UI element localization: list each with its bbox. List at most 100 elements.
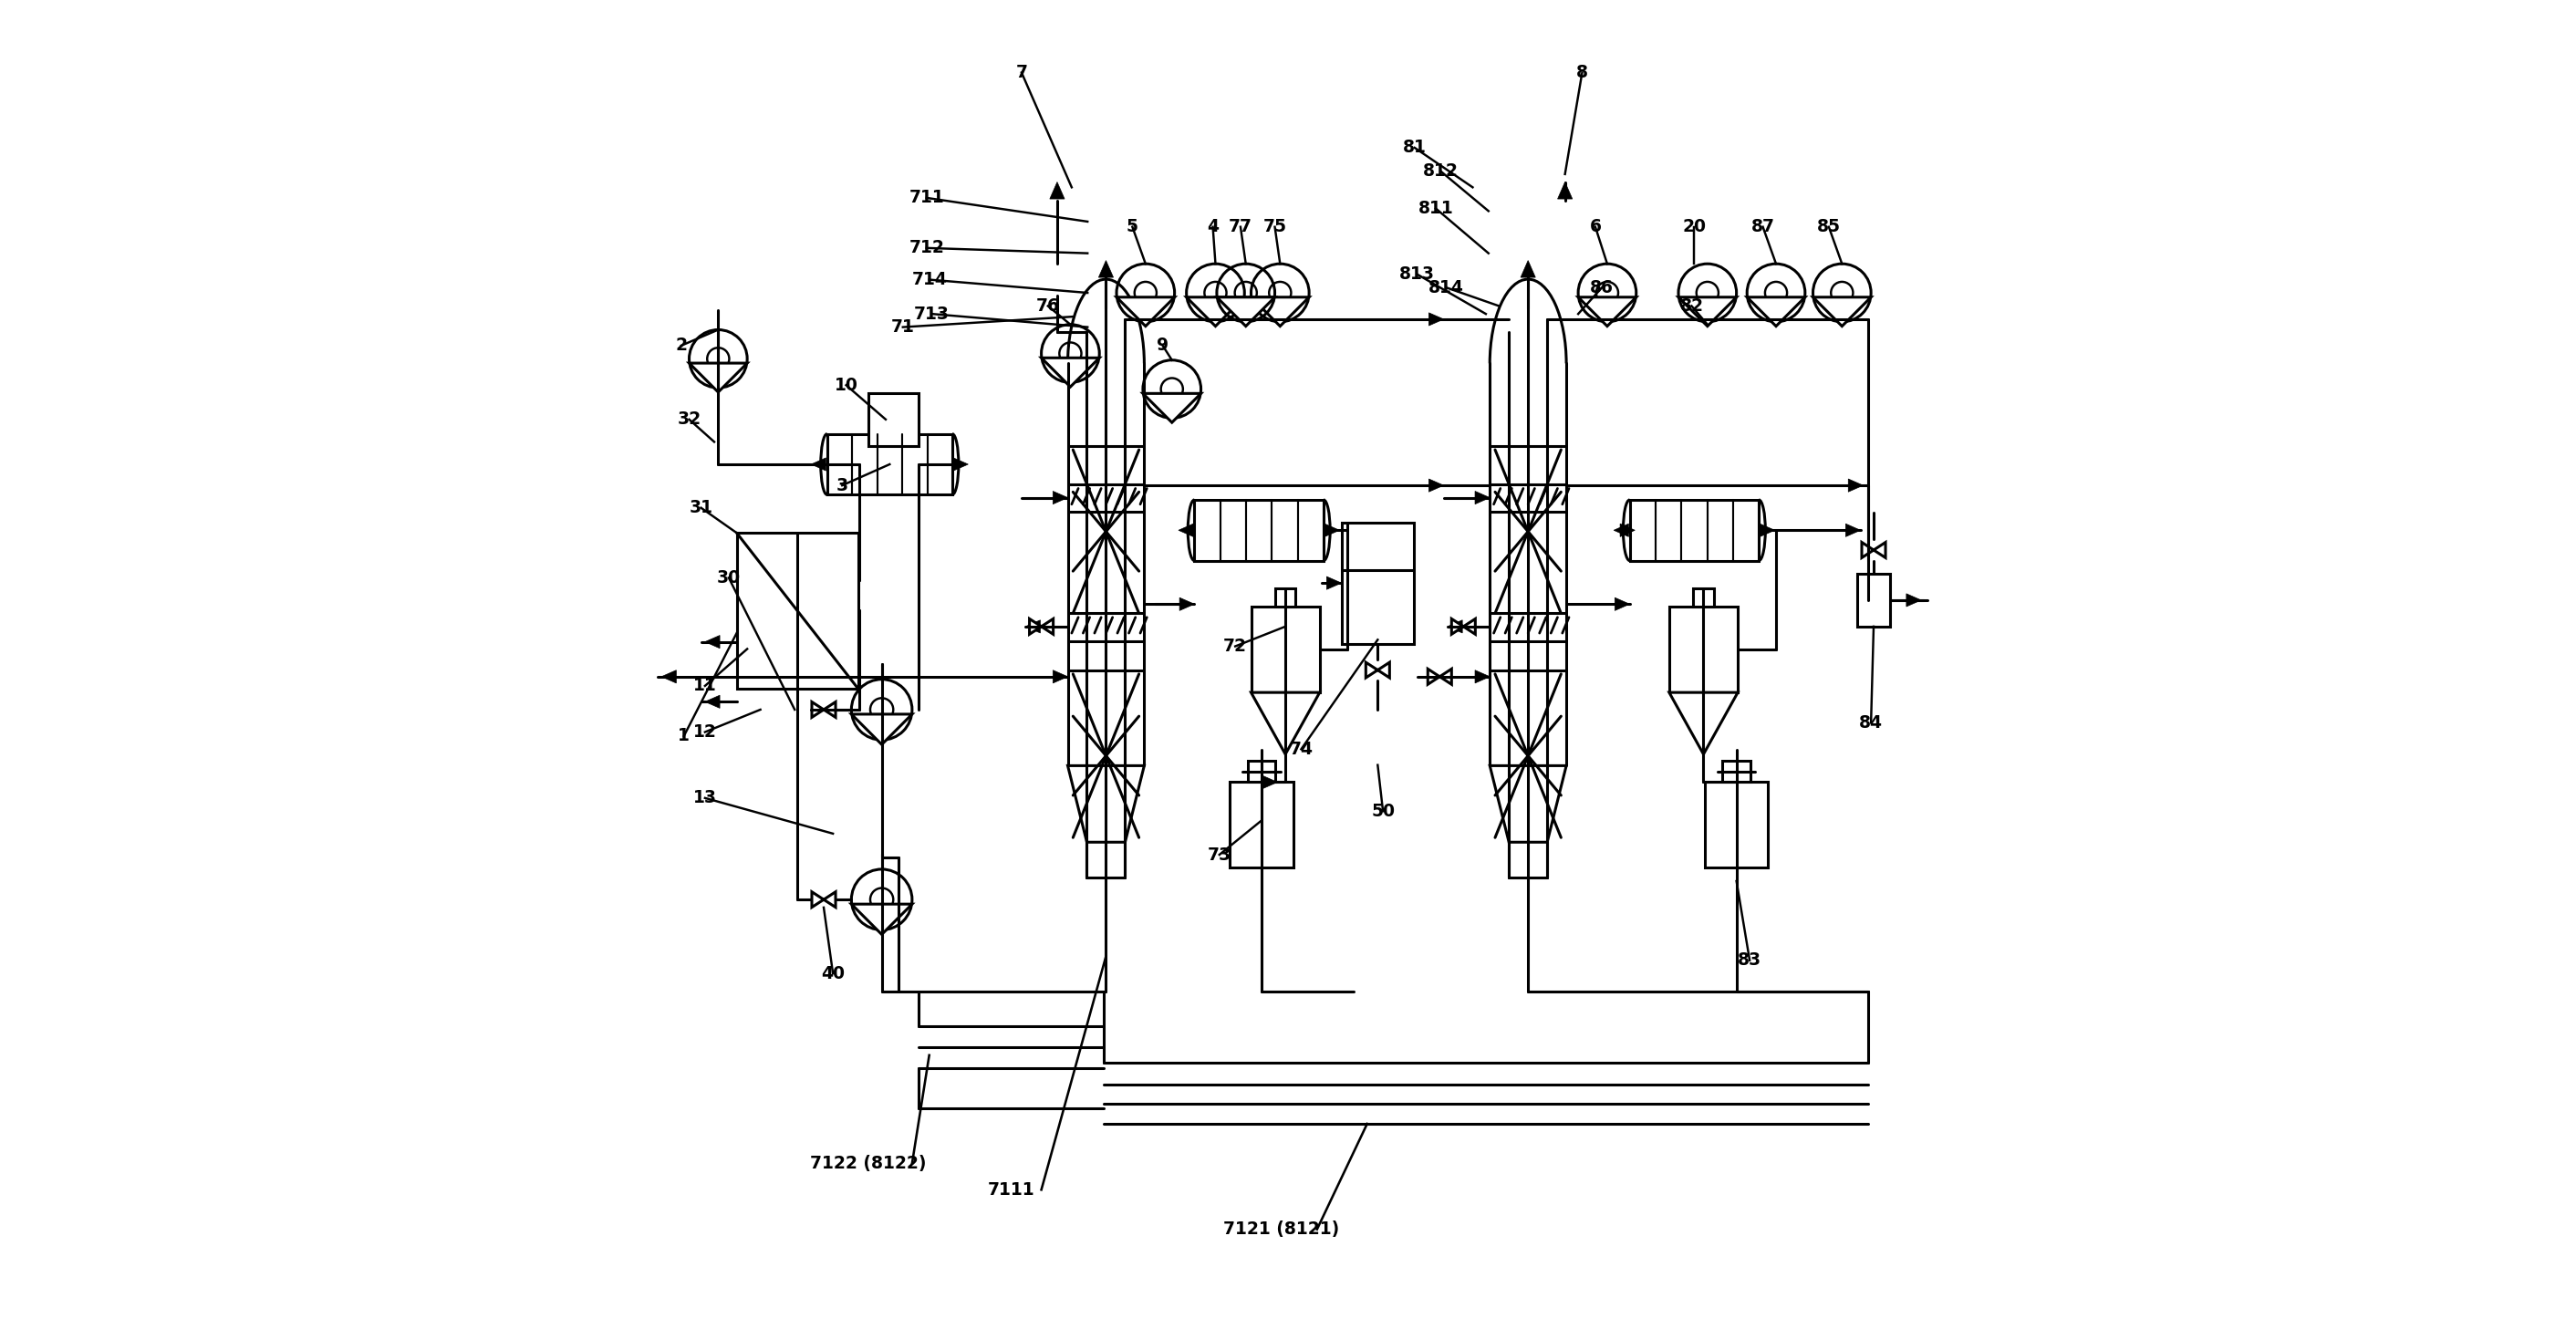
Polygon shape (662, 670, 677, 683)
Text: 30: 30 (716, 568, 742, 587)
Text: 9: 9 (1157, 336, 1170, 355)
Text: 7: 7 (1015, 63, 1028, 82)
Polygon shape (1054, 670, 1066, 683)
Polygon shape (1620, 524, 1636, 537)
Polygon shape (1669, 692, 1739, 754)
Text: 8: 8 (1577, 63, 1587, 82)
Polygon shape (1476, 670, 1489, 683)
Bar (1723, 761, 1752, 782)
Polygon shape (1430, 313, 1443, 326)
Text: 4: 4 (1208, 218, 1218, 236)
Text: 711: 711 (909, 189, 945, 207)
Polygon shape (1448, 620, 1463, 633)
Text: 77: 77 (1229, 218, 1252, 236)
Polygon shape (1252, 297, 1309, 326)
Text: 714: 714 (912, 270, 948, 289)
Polygon shape (1115, 297, 1175, 326)
Polygon shape (1613, 524, 1628, 537)
Text: 812: 812 (1425, 162, 1458, 181)
Text: 72: 72 (1224, 637, 1247, 656)
Text: 84: 84 (1860, 714, 1883, 732)
Text: 50: 50 (1370, 802, 1394, 820)
Polygon shape (1814, 297, 1870, 326)
Text: 12: 12 (693, 723, 716, 741)
Text: 7111: 7111 (987, 1181, 1036, 1199)
Text: 32: 32 (677, 410, 701, 429)
Text: 5: 5 (1126, 218, 1139, 236)
Text: 40: 40 (822, 964, 845, 983)
Text: 31: 31 (690, 499, 714, 517)
Bar (868, 393, 920, 446)
Text: 3: 3 (837, 476, 848, 495)
Polygon shape (1450, 619, 1476, 634)
Text: 81: 81 (1404, 138, 1427, 157)
Bar (1705, 782, 1767, 868)
Polygon shape (1054, 491, 1066, 504)
Polygon shape (853, 714, 912, 744)
Polygon shape (1180, 598, 1195, 611)
Polygon shape (1252, 692, 1319, 754)
Text: 75: 75 (1262, 218, 1285, 236)
Text: 11: 11 (693, 677, 716, 695)
Polygon shape (811, 892, 835, 907)
Text: 10: 10 (835, 376, 858, 394)
Polygon shape (1262, 776, 1278, 789)
Polygon shape (853, 904, 912, 934)
Text: 813: 813 (1399, 265, 1435, 284)
Bar (737, 533, 858, 689)
Polygon shape (1216, 297, 1275, 326)
Text: 7122 (8122): 7122 (8122) (811, 1154, 927, 1173)
Polygon shape (1180, 524, 1193, 537)
Text: 1: 1 (677, 727, 690, 745)
Polygon shape (1025, 620, 1041, 633)
Bar (1631, 500, 1759, 561)
Polygon shape (1615, 598, 1631, 611)
Polygon shape (1365, 662, 1388, 678)
Polygon shape (706, 695, 719, 708)
Bar (1195, 500, 1324, 561)
Polygon shape (811, 458, 827, 471)
Text: 85: 85 (1816, 218, 1842, 236)
Text: 20: 20 (1682, 218, 1705, 236)
Polygon shape (1041, 357, 1100, 386)
Polygon shape (1747, 297, 1806, 326)
Bar (1252, 607, 1319, 692)
Polygon shape (1188, 297, 1244, 326)
Bar (827, 434, 953, 495)
Text: 2: 2 (675, 336, 688, 355)
Polygon shape (1097, 261, 1113, 277)
Polygon shape (1558, 182, 1571, 199)
Polygon shape (953, 458, 969, 471)
Bar (1275, 588, 1296, 607)
Bar (1229, 782, 1293, 868)
Bar (1342, 522, 1414, 644)
Polygon shape (1579, 297, 1636, 326)
Polygon shape (1030, 619, 1054, 634)
Polygon shape (1850, 479, 1862, 492)
Text: 76: 76 (1036, 297, 1059, 315)
Text: 712: 712 (909, 239, 945, 257)
Polygon shape (1066, 765, 1144, 843)
Text: 87: 87 (1752, 218, 1775, 236)
Bar (1247, 761, 1275, 782)
Text: 73: 73 (1208, 845, 1231, 864)
Polygon shape (1327, 576, 1342, 590)
Text: 74: 74 (1291, 740, 1314, 758)
Polygon shape (1489, 765, 1566, 843)
Polygon shape (1144, 393, 1200, 422)
Polygon shape (1759, 524, 1775, 537)
Polygon shape (1476, 491, 1489, 504)
Polygon shape (1324, 524, 1340, 537)
Text: 13: 13 (693, 789, 716, 807)
Text: 7121 (8121): 7121 (8121) (1224, 1220, 1340, 1239)
Polygon shape (690, 363, 747, 392)
Polygon shape (1906, 594, 1922, 607)
Text: 71: 71 (891, 318, 914, 336)
Polygon shape (1680, 297, 1736, 326)
Bar (1692, 588, 1713, 607)
Polygon shape (706, 636, 719, 649)
Text: 83: 83 (1739, 951, 1762, 969)
Text: 814: 814 (1430, 278, 1463, 297)
Text: 86: 86 (1589, 278, 1613, 297)
Polygon shape (1844, 524, 1860, 537)
